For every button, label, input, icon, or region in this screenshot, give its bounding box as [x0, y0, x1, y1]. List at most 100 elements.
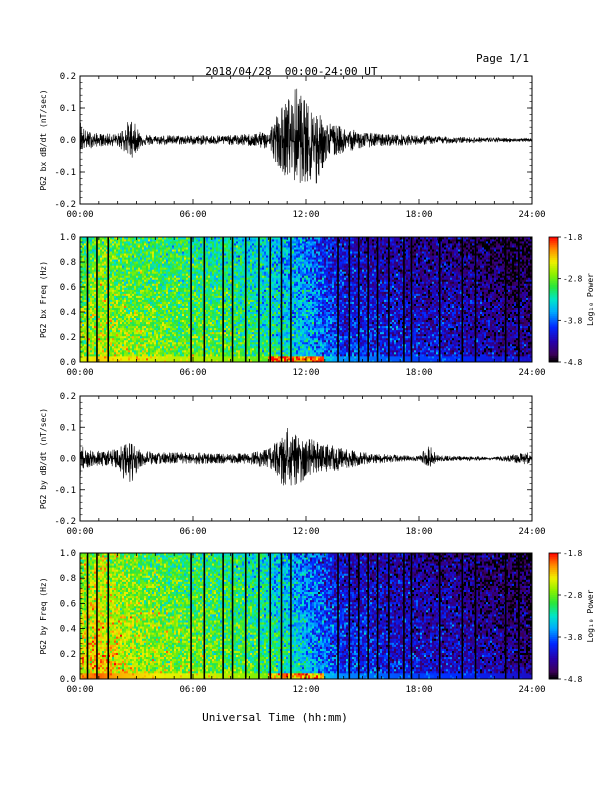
spectrogram-cell: [148, 345, 151, 349]
spectrogram-cell: [118, 293, 121, 296]
spectrogram-cell: [116, 239, 119, 242]
spectrogram-cell: [112, 255, 115, 258]
spectrogram-cell: [110, 297, 113, 300]
spectrogram-cell: [98, 239, 101, 242]
spectrogram-cell: [154, 245, 157, 248]
spectrogram-cell: [88, 259, 91, 262]
spectrogram-cell: [170, 339, 173, 343]
spectrogram-cell: [126, 345, 129, 349]
spectrogram-cell: [160, 339, 163, 343]
spectrogram-cell: [130, 315, 133, 319]
spectrogram-cell: [100, 313, 103, 317]
spectrogram-cell: [122, 243, 125, 246]
spectrogram-cell: [130, 287, 133, 290]
spectrogram-cell: [138, 271, 141, 274]
spectrogram-cell: [116, 303, 119, 306]
spectrogram-cell: [110, 269, 113, 272]
spectrogram-cell: [152, 321, 155, 325]
y-tick-label: 0.2: [60, 72, 76, 82]
spectrogram-cell: [102, 315, 105, 319]
spectrogram-cell: [146, 341, 149, 345]
spectrogram-cell: [82, 293, 85, 296]
spectrogram-cell: [106, 329, 109, 333]
spectrogram-cell: [122, 341, 125, 345]
spectrogram-cell: [108, 247, 111, 250]
spectrogram-cell: [88, 313, 91, 317]
spectrogram-cell: [132, 257, 135, 260]
spectrogram-cell: [90, 241, 93, 244]
spectrogram-cell: [102, 249, 105, 252]
spectrogram-cell: [94, 321, 97, 325]
spectrogram-cell: [102, 255, 105, 258]
spectrogram-cell: [158, 263, 161, 266]
spectrogram-cell: [88, 297, 91, 300]
spectrogram-cell: [148, 275, 151, 278]
spectrogram-cell: [102, 247, 105, 250]
spectrogram-cell: [154, 331, 157, 335]
spectrogram-cell: [88, 289, 91, 292]
spectrogram-cell: [124, 351, 127, 355]
spectrogram-cell: [92, 341, 95, 345]
spectrogram-cell: [160, 347, 163, 351]
spectrogram-cell: [84, 239, 87, 242]
spectrogram-cell: [118, 277, 121, 280]
spectrogram-cell: [160, 331, 163, 335]
spectrogram-cell: [94, 315, 97, 319]
spectrogram-cell: [168, 341, 171, 345]
spectrogram-cell: [156, 337, 159, 341]
spectrogram-cell: [120, 325, 123, 329]
spectrogram-cell: [118, 245, 121, 248]
spectrogram-cell: [98, 329, 101, 333]
spectrogram-cell: [122, 275, 125, 278]
spectrogram-cell: [140, 239, 143, 242]
spectrogram-cell: [84, 319, 87, 323]
spectrogram-cell: [156, 341, 159, 345]
spectrogram-cell: [106, 285, 109, 288]
spectrogram-cell: [130, 275, 133, 278]
spectrogram-cell: [116, 295, 119, 298]
spectrogram-cell: [90, 317, 93, 321]
spectrogram-cell: [154, 297, 157, 300]
spectrogram-cell: [108, 259, 111, 262]
spectrogram-cell: [118, 303, 121, 306]
spectrogram-cell: [100, 273, 103, 276]
spectrogram-cell: [156, 249, 159, 252]
spectrogram-cell: [142, 243, 145, 246]
spectrogram-cell: [88, 325, 91, 329]
spectrogram-cell: [90, 251, 93, 254]
spectrogram-cell: [80, 279, 83, 282]
spectrogram-cell: [88, 311, 91, 315]
spectrogram-cell: [148, 279, 151, 282]
spectrogram-cell: [102, 281, 105, 284]
spectrogram-cell: [130, 263, 133, 266]
spectrogram-cell: [124, 335, 127, 339]
spectrogram-cell: [104, 343, 107, 347]
spectrogram-cell: [162, 281, 165, 284]
spectrogram-cell: [102, 303, 105, 306]
spectrogram-cell: [142, 331, 145, 335]
spectrogram-cell: [168, 349, 171, 353]
spectrogram-cell: [166, 323, 169, 327]
spectrogram-cell: [162, 243, 165, 246]
spectrogram-cell: [130, 351, 133, 355]
spectrogram-cell: [132, 265, 135, 268]
spectrogram-cell: [138, 259, 141, 262]
spectrogram-cell: [140, 325, 143, 329]
spectrogram-cell: [104, 305, 107, 308]
spectrogram-cell: [98, 353, 101, 357]
spectrogram-cell: [108, 273, 111, 276]
spectrogram-cell: [160, 249, 163, 252]
spectrogram-cell: [106, 283, 109, 286]
spectrogram-cell: [82, 325, 85, 329]
spectrogram-cell: [156, 261, 159, 264]
spectrogram-cell: [164, 289, 167, 292]
spectrogram-cell: [152, 287, 155, 290]
spectrogram-cell: [146, 309, 149, 312]
spectrogram-cell: [130, 325, 133, 329]
spectrogram-cell: [90, 301, 93, 304]
spectrogram-cell: [120, 315, 123, 319]
spectrogram-cell: [162, 313, 165, 317]
spectrogram-cell: [146, 323, 149, 327]
spectrogram-cell: [162, 319, 165, 323]
spectrogram-cell: [156, 311, 159, 315]
